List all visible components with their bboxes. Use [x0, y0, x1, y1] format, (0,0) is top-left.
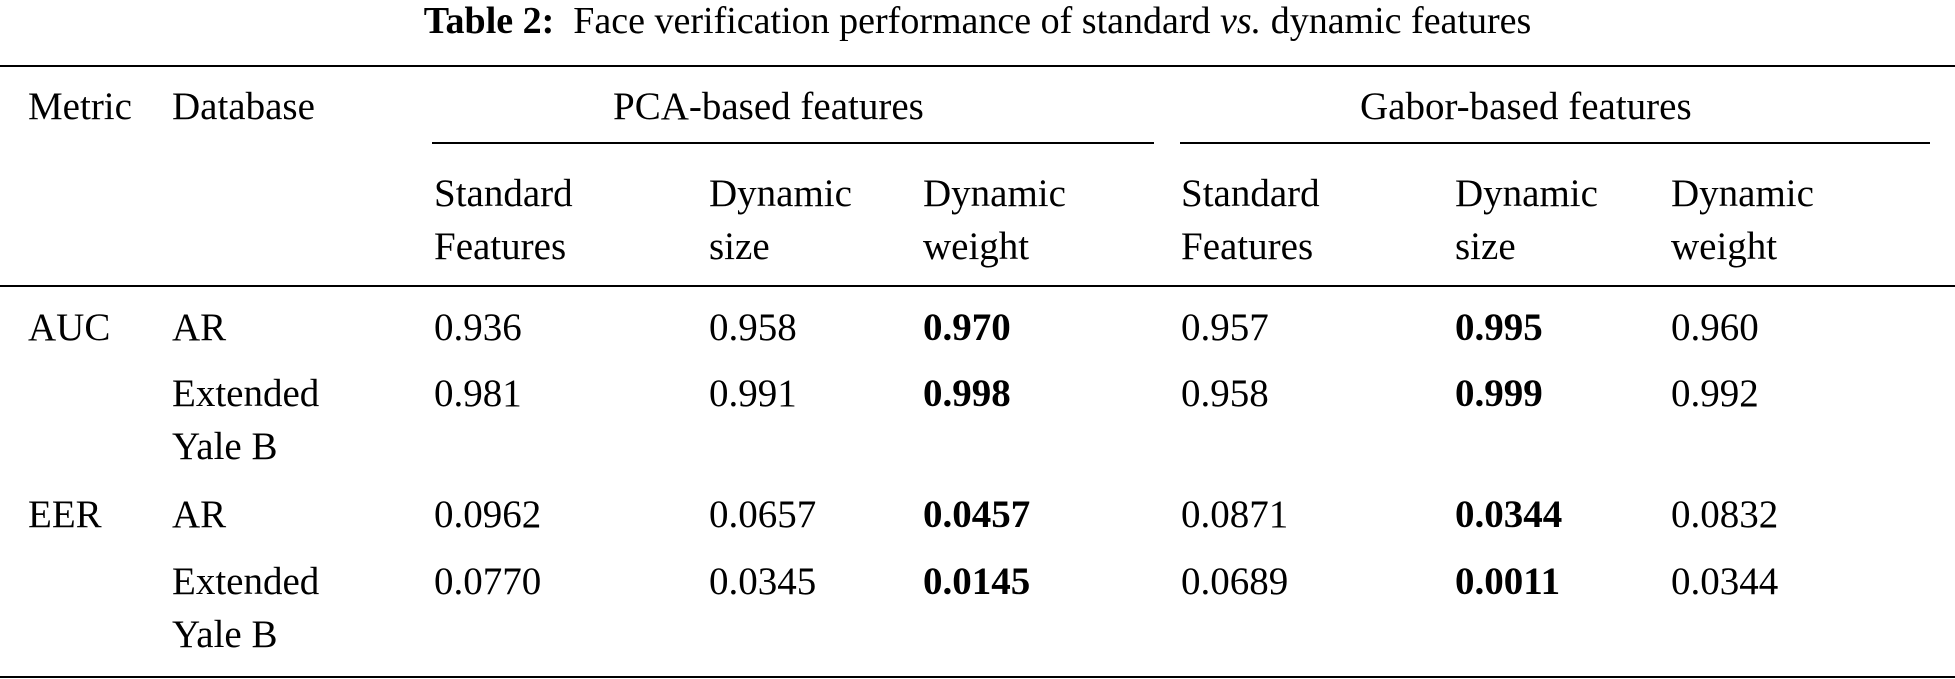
value-cell: 0.0344: [1455, 493, 1563, 536]
header-metric: Metric: [28, 85, 132, 128]
database-cell: Yale B: [172, 425, 278, 468]
caption-text-after: dynamic features: [1270, 0, 1532, 42]
database-cell: AR: [172, 493, 227, 536]
subheader-pca-dyn-size-line-1: Dynamic: [709, 172, 852, 215]
value-cell: 0.970: [923, 306, 1011, 349]
value-cell: 0.960: [1671, 306, 1759, 349]
value-cell: 0.936: [434, 306, 522, 349]
metric-cell: AUC: [28, 306, 111, 349]
caption-emphasis: vs.: [1220, 0, 1262, 42]
value-cell: 0.999: [1455, 372, 1543, 415]
subheader-gabor-dyn-weight-line-2: weight: [1671, 225, 1778, 268]
subheader-gabor-standard-line-2: Features: [1181, 225, 1314, 268]
value-cell: 0.958: [709, 306, 797, 349]
value-cell: 0.0871: [1181, 493, 1289, 536]
subheader-pca-dyn-weight-line-1: Dynamic: [923, 172, 1066, 215]
value-cell: 0.995: [1455, 306, 1543, 349]
value-cell: 0.0962: [434, 493, 542, 536]
header-database: Database: [172, 85, 315, 128]
value-cell: 0.998: [923, 372, 1011, 415]
value-cell: 0.992: [1671, 372, 1759, 415]
value-cell: 0.0770: [434, 560, 542, 603]
database-cell: AR: [172, 306, 227, 349]
table-caption: Table 2: Face verification performance o…: [0, 0, 1955, 42]
caption-text-before: Face verification performance of standar…: [573, 0, 1211, 42]
database-cell: Extended: [172, 560, 320, 603]
value-cell: 0.981: [434, 372, 522, 415]
value-cell: 0.0011: [1455, 560, 1561, 603]
value-cell: 0.957: [1181, 306, 1269, 349]
header-gabor-group: Gabor-based features: [1360, 85, 1692, 128]
subheader-gabor-dyn-weight-line-1: Dynamic: [1671, 172, 1814, 215]
value-cell: 0.0145: [923, 560, 1031, 603]
pca-group-rule: [432, 142, 1154, 144]
value-cell: 0.958: [1181, 372, 1269, 415]
subheader-pca-standard-line-2: Features: [434, 225, 567, 268]
bottom-rule: [0, 676, 1955, 678]
value-cell: 0.0832: [1671, 493, 1779, 536]
value-cell: 0.0689: [1181, 560, 1289, 603]
database-cell: Yale B: [172, 613, 278, 656]
value-cell: 0.0457: [923, 493, 1031, 536]
top-rule: [0, 65, 1955, 67]
metric-cell: EER: [28, 493, 102, 536]
gabor-group-rule: [1180, 142, 1930, 144]
subheader-gabor-dyn-size-line-1: Dynamic: [1455, 172, 1598, 215]
header-pca-group: PCA-based features: [613, 85, 924, 128]
value-cell: 0.0344: [1671, 560, 1779, 603]
header-rule: [0, 285, 1955, 287]
subheader-pca-dyn-weight-line-2: weight: [923, 225, 1030, 268]
subheader-gabor-standard-line-1: Standard: [1181, 172, 1320, 215]
value-cell: 0.0657: [709, 493, 817, 536]
value-cell: 0.991: [709, 372, 797, 415]
value-cell: 0.0345: [709, 560, 817, 603]
subheader-gabor-dyn-size-line-2: size: [1455, 225, 1516, 268]
database-cell: Extended: [172, 372, 320, 415]
subheader-pca-standard-line-1: Standard: [434, 172, 573, 215]
caption-label: Table 2:: [423, 0, 555, 42]
subheader-pca-dyn-size-line-2: size: [709, 225, 770, 268]
